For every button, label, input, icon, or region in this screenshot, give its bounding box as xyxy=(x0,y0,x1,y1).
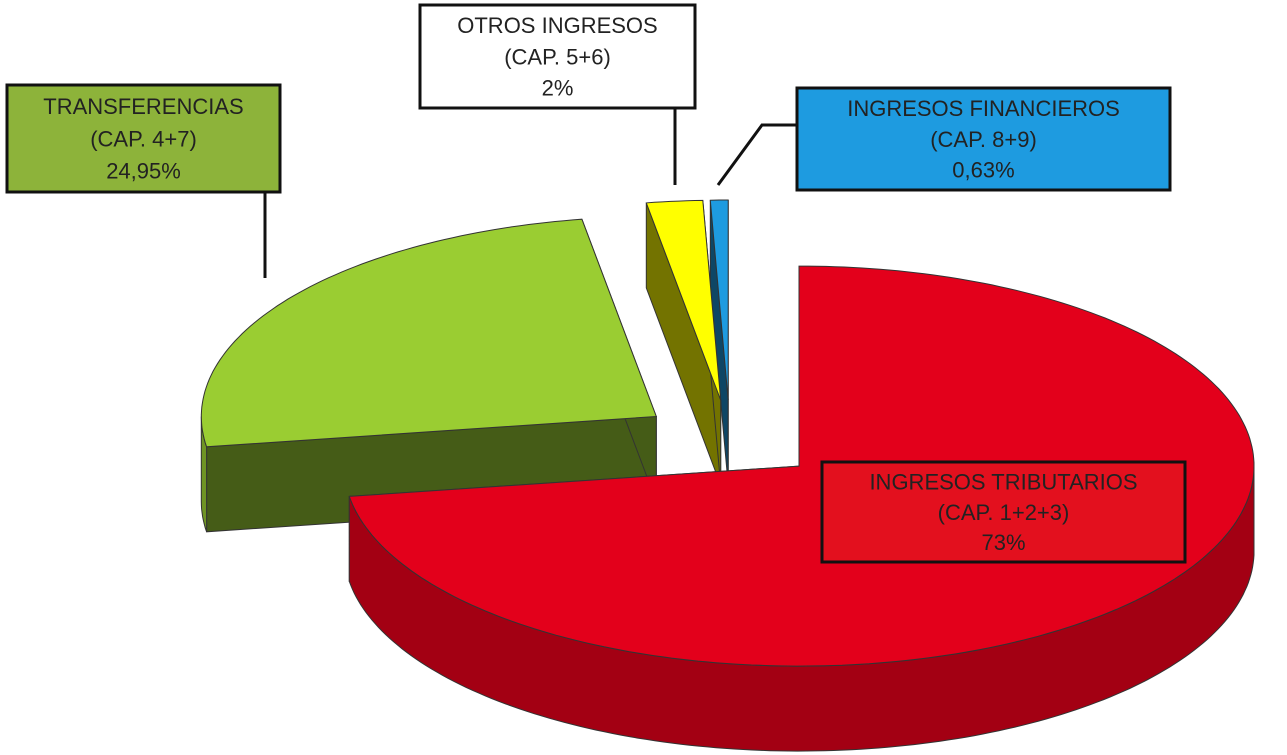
slice-label: INGRESOS FINANCIEROS xyxy=(847,96,1120,121)
slice-top xyxy=(348,265,1255,667)
value-label: 2% xyxy=(542,76,574,101)
slice-label: (CAP. 4+7) xyxy=(90,126,197,151)
label-box xyxy=(795,86,1172,192)
slice-top xyxy=(645,199,722,401)
label-box xyxy=(418,3,697,110)
slice-top xyxy=(200,218,658,448)
value-label: 73% xyxy=(981,530,1025,555)
slice-label: OTROS INGRESOS xyxy=(457,13,657,38)
label-box xyxy=(5,83,282,194)
slice-label: (CAP. 1+2+3) xyxy=(938,500,1070,525)
slice xyxy=(709,199,729,486)
slice-label: INGRESOS TRIBUTARIOS xyxy=(869,470,1137,495)
slice-label: (CAP. 8+9) xyxy=(930,127,1037,152)
slice xyxy=(645,199,722,486)
slice-label: TRANSFERENCIAS xyxy=(43,94,243,119)
slice-label: (CAP. 5+6) xyxy=(504,44,611,69)
value-label: 24,95% xyxy=(106,159,181,184)
slice-top xyxy=(709,199,729,401)
leader-line xyxy=(716,123,797,186)
label-box xyxy=(820,460,1187,564)
slice xyxy=(348,265,1255,752)
value-label: 0,63% xyxy=(952,158,1014,183)
